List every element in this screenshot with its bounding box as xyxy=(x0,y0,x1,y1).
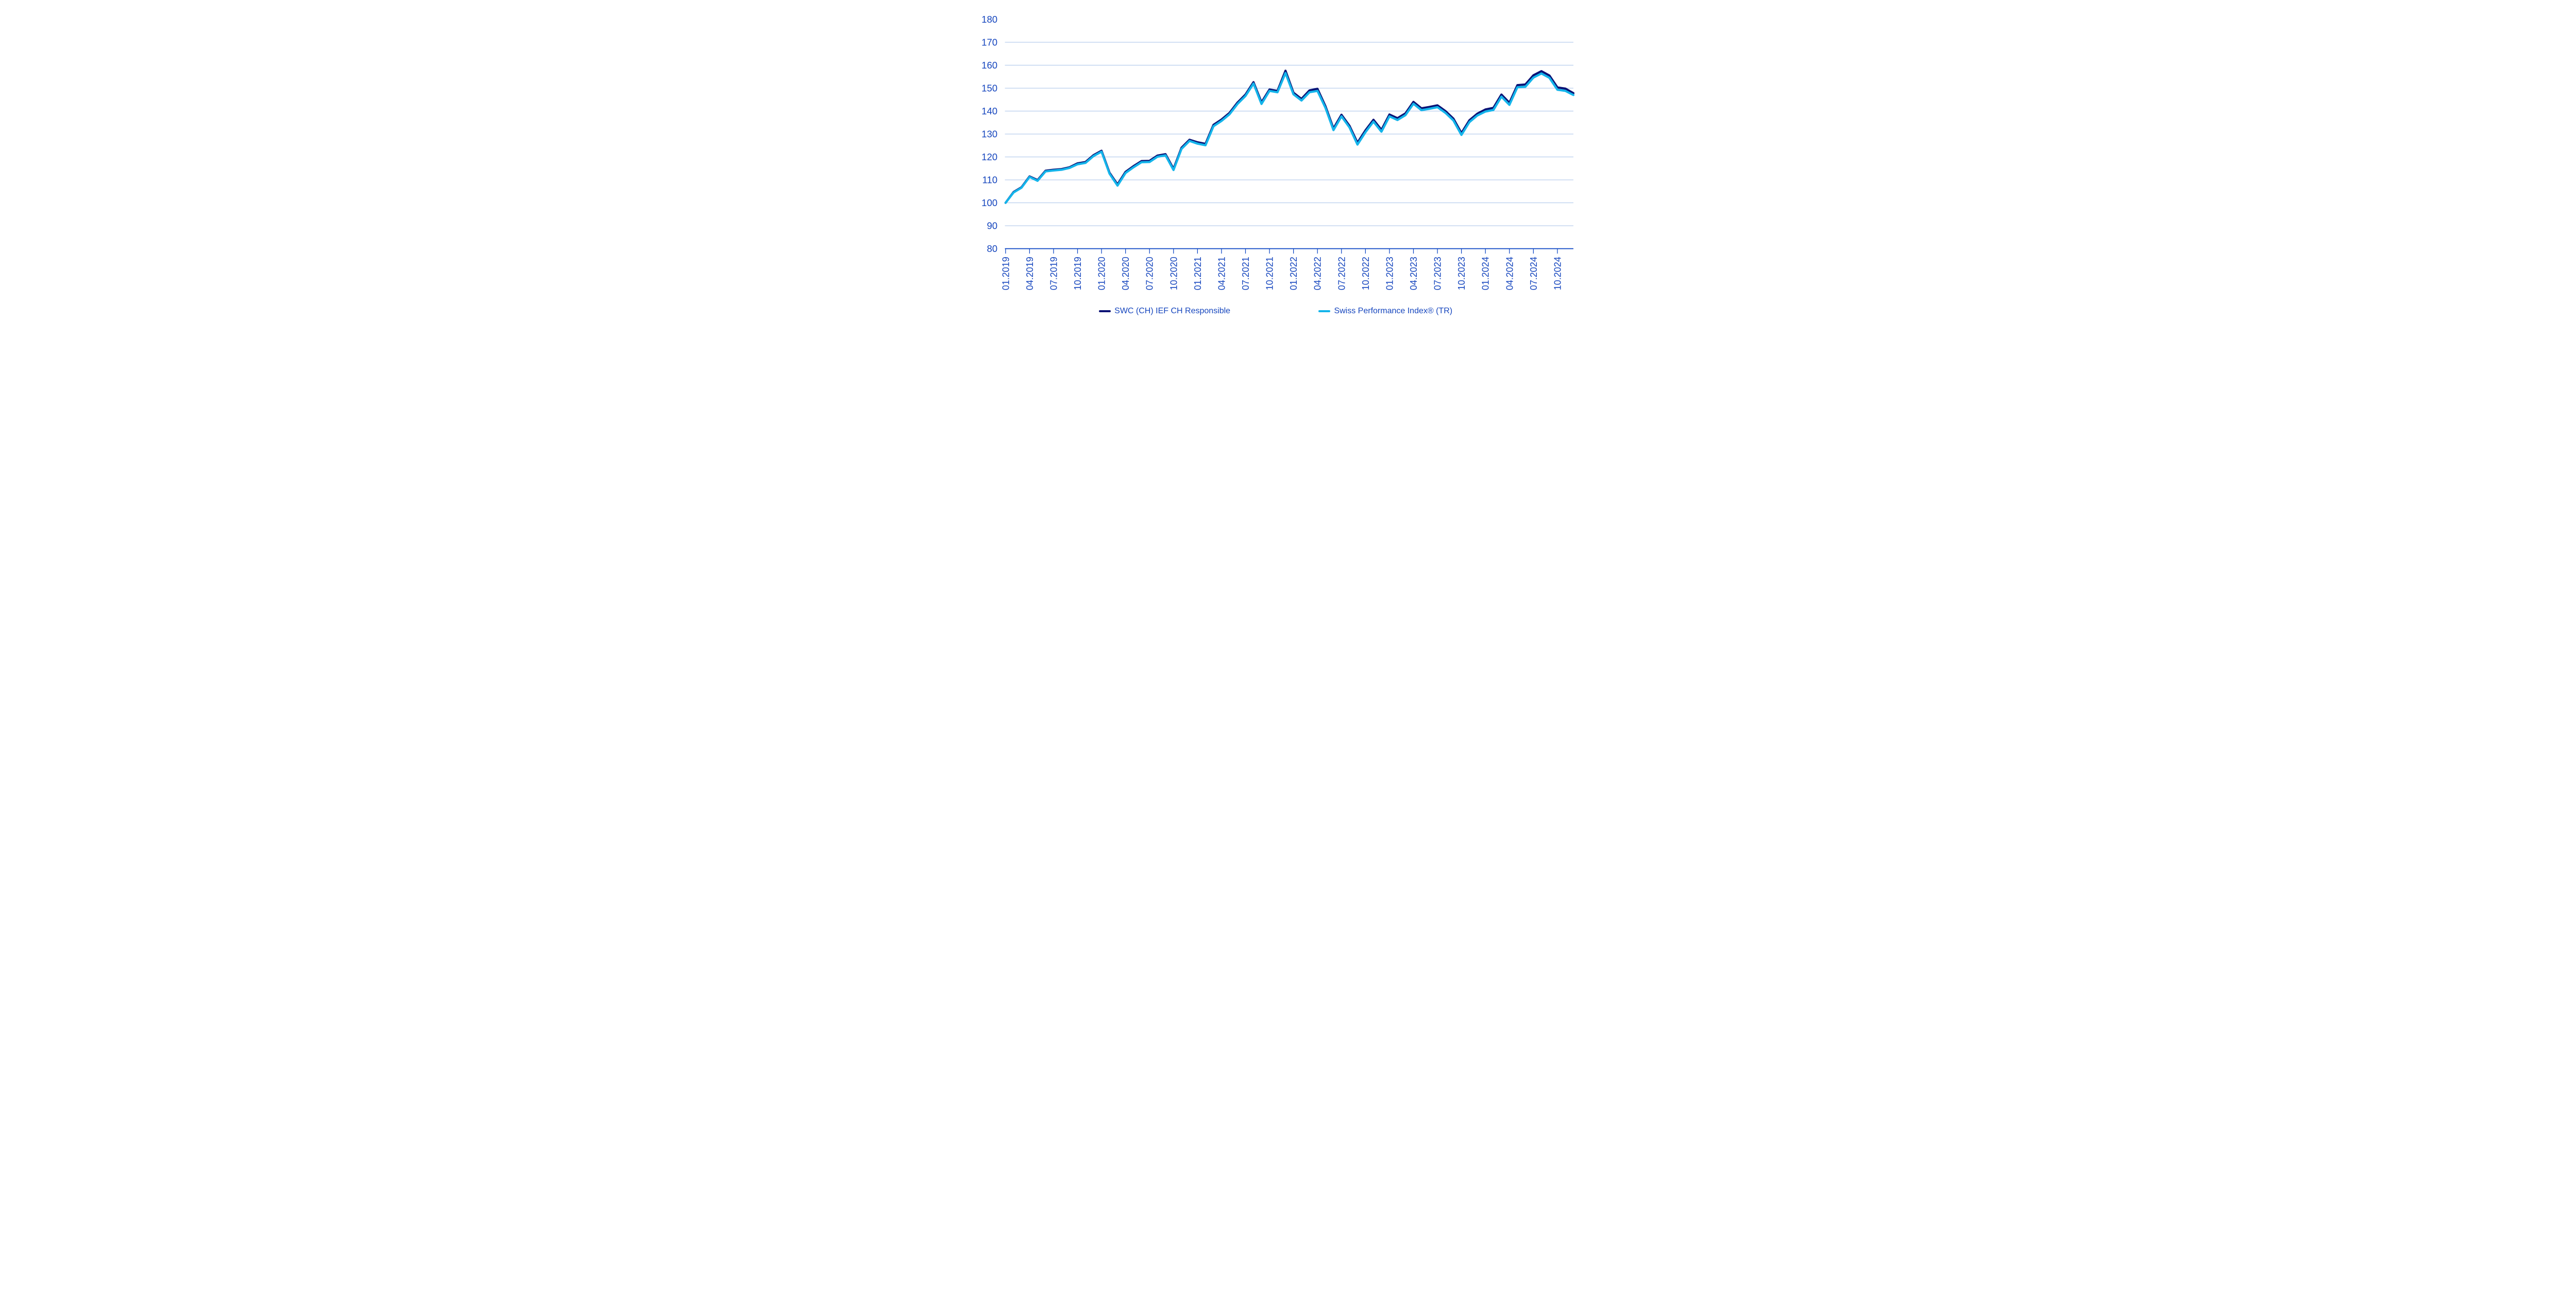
x-tick-label: 04.2019 xyxy=(1024,257,1035,290)
x-tick-label: 10.2022 xyxy=(1360,257,1370,290)
y-tick-label: 110 xyxy=(982,174,997,185)
x-tick-label: 10.2019 xyxy=(1073,257,1083,290)
series-line-swc xyxy=(1004,70,1574,204)
x-tick-label: 10.2020 xyxy=(1168,257,1179,290)
x-tick-label: 07.2023 xyxy=(1432,257,1443,290)
y-tick-label: 100 xyxy=(981,197,997,208)
x-tick-label: 01.2023 xyxy=(1384,257,1395,290)
x-tick-label: 10.2024 xyxy=(1552,257,1563,290)
legend-item-spi: Swiss Performance Index® (TR) xyxy=(1318,305,1452,318)
x-tick-label: 04.2022 xyxy=(1312,257,1323,290)
x-tick-label: 01.2020 xyxy=(1096,257,1107,290)
swc-line-marker xyxy=(1099,310,1111,313)
x-tick-label: 04.2023 xyxy=(1408,257,1418,290)
spi-line-marker xyxy=(1318,310,1331,313)
x-tick-label: 01.2022 xyxy=(1289,257,1299,290)
x-tick-label: 04.2021 xyxy=(1216,257,1227,290)
x-tick-label: 01.2021 xyxy=(1192,257,1202,290)
x-tick-label: 04.2020 xyxy=(1121,257,1131,290)
x-tick-label: 10.2023 xyxy=(1456,257,1467,290)
y-tick-label: 120 xyxy=(981,151,997,162)
spi-legend-label: Swiss Performance Index® (TR) xyxy=(1334,307,1453,316)
y-tick-label: 130 xyxy=(981,128,997,139)
performance-chart: 01.2019 04.2019 07.2019 10.2019 01.2020 04.20… xyxy=(962,0,1614,326)
x-tick-label: 01.2024 xyxy=(1480,257,1490,290)
x-tick-label: 07.2021 xyxy=(1240,257,1250,290)
swc-legend-label: SWC (CH) IEF CH Responsible xyxy=(1114,307,1231,316)
y-tick-label: 150 xyxy=(981,82,997,93)
x-tick-label: 01.2019 xyxy=(1001,257,1011,290)
x-tick-label: 07.2019 xyxy=(1048,257,1059,290)
x-tick-label: 07.2024 xyxy=(1528,257,1538,290)
x-tick-label: 04.2024 xyxy=(1504,257,1515,290)
y-tick-label: 180 xyxy=(981,14,997,25)
chart-canvas: 01.2019 04.2019 07.2019 10.2019 01.2020 04.20… xyxy=(981,14,1574,290)
x-tick-label: 10.2021 xyxy=(1264,257,1275,290)
y-tick-label: 90 xyxy=(987,220,997,231)
y-tick-label: 170 xyxy=(981,37,997,47)
y-tick-label: 80 xyxy=(987,243,997,254)
legend-item-swc: SWC (CH) IEF CH Responsible xyxy=(1099,305,1230,318)
x-tick-label: 07.2022 xyxy=(1336,257,1347,290)
x-tick-label: 07.2020 xyxy=(1144,257,1155,290)
y-tick-label: 140 xyxy=(981,106,997,116)
series-line-spi xyxy=(1004,72,1574,204)
y-tick-label: 160 xyxy=(981,60,997,71)
